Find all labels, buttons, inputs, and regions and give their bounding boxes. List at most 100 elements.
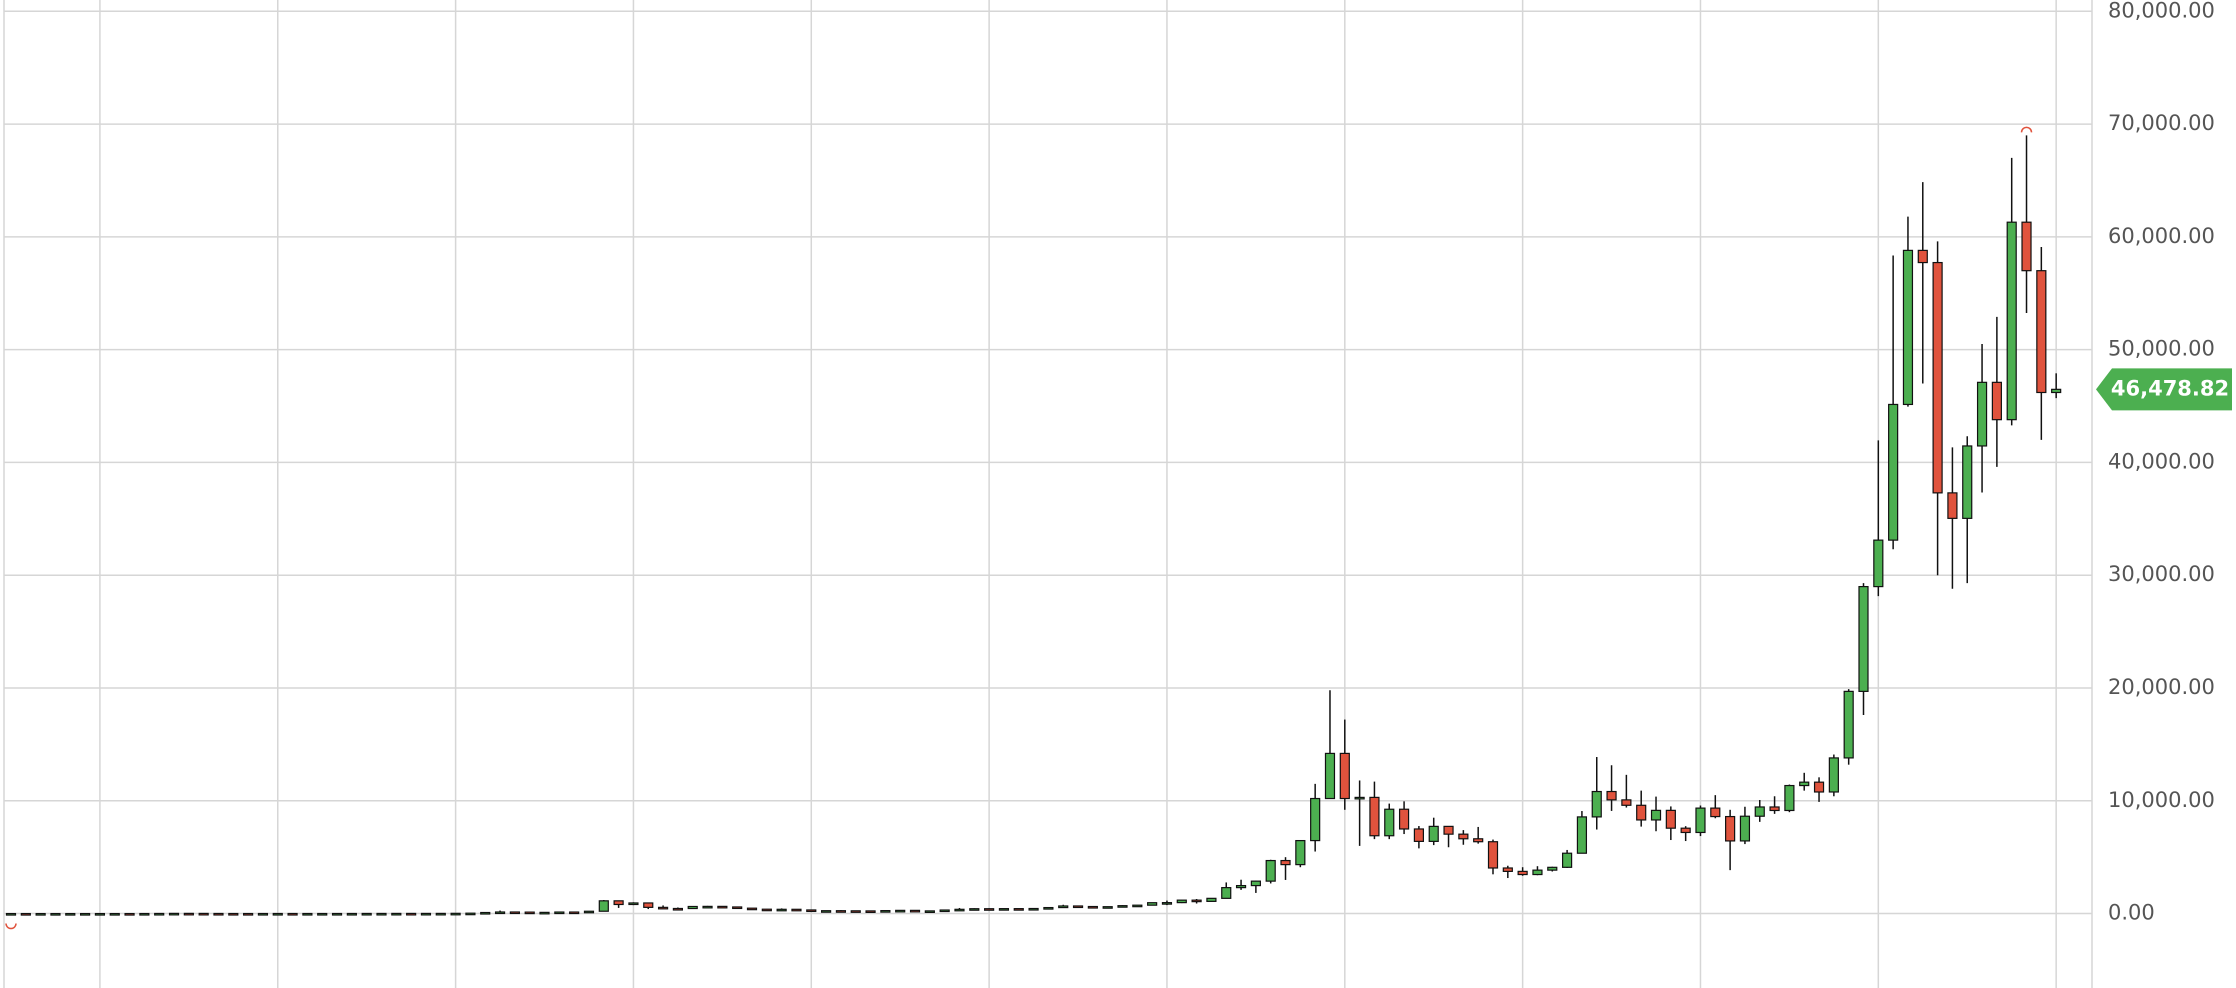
candle-body <box>1962 445 1973 519</box>
candle-body <box>1947 492 1958 519</box>
candle-body <box>1902 249 1914 406</box>
candle <box>480 911 491 915</box>
candle <box>79 912 91 916</box>
candle <box>1221 882 1232 899</box>
last-price-tag <box>2096 368 2232 411</box>
candle-body <box>806 909 817 913</box>
candle-body <box>2006 221 2017 421</box>
candle-body <box>287 912 298 916</box>
candle <box>1147 902 1158 906</box>
candle <box>1354 780 1365 846</box>
candle-body <box>569 911 580 915</box>
candle-body <box>1473 838 1484 843</box>
candle-body <box>2021 221 2032 272</box>
candle <box>420 912 432 916</box>
candle <box>1191 899 1202 904</box>
candle <box>257 912 269 916</box>
candle <box>1413 826 1425 849</box>
candle <box>1932 241 1943 576</box>
candle-body <box>1013 908 1024 911</box>
candle <box>835 910 847 913</box>
candle <box>1695 805 1706 837</box>
candle <box>1725 809 1736 871</box>
candle-body <box>1710 807 1721 818</box>
y-tick-label: 20,000.00 <box>2108 675 2215 699</box>
candle <box>1591 757 1602 830</box>
candle <box>1828 754 1839 797</box>
candle <box>2021 135 2032 313</box>
candle <box>465 912 476 916</box>
candle-body <box>969 908 980 911</box>
candle-body <box>1428 825 1439 842</box>
candle-body <box>776 908 787 912</box>
candle-body <box>361 912 372 916</box>
candle-body <box>272 912 283 916</box>
candle-body <box>1917 249 1928 264</box>
candle <box>243 912 254 916</box>
candle <box>391 912 402 916</box>
candle <box>776 908 787 912</box>
candle-body <box>154 912 165 916</box>
candle-body <box>1991 381 2002 421</box>
candle <box>1784 784 1795 813</box>
candle <box>183 912 194 916</box>
candle <box>124 912 135 916</box>
candle <box>1072 905 1084 909</box>
candle-body <box>317 912 328 916</box>
candle-body <box>1725 815 1736 842</box>
candle <box>1102 906 1113 909</box>
candle-body <box>1324 752 1336 800</box>
candle-body <box>109 912 120 916</box>
candle-body <box>835 910 847 913</box>
candle <box>1369 781 1380 840</box>
candle <box>1398 801 1410 835</box>
candle <box>672 907 684 911</box>
candle-body <box>50 912 61 916</box>
candle <box>1976 343 1988 493</box>
candle <box>1117 905 1128 908</box>
candle-body <box>1176 899 1187 904</box>
candle-body <box>628 902 639 906</box>
candle <box>1947 447 1958 589</box>
candle-body <box>1873 539 1884 588</box>
candle-body <box>1976 381 1988 447</box>
candle-body <box>198 912 209 916</box>
candle-body <box>687 905 698 910</box>
candle-body <box>302 912 313 916</box>
candle <box>154 912 165 916</box>
candle <box>1799 772 1810 791</box>
candle <box>494 910 506 915</box>
candle-body <box>613 900 624 906</box>
candle <box>302 912 313 916</box>
candle-body <box>939 909 950 913</box>
candle <box>1176 899 1187 904</box>
candle-body <box>79 912 91 916</box>
candle-body <box>1828 757 1839 793</box>
candle-body <box>924 910 935 913</box>
y-tick-label: 70,000.00 <box>2108 111 2215 135</box>
candle <box>1991 316 2002 467</box>
candle-body <box>1561 852 1573 868</box>
candle <box>1606 765 1617 811</box>
candle <box>850 910 861 913</box>
candle <box>643 902 654 910</box>
candle <box>2051 373 2062 399</box>
candle-body <box>1117 905 1128 908</box>
candle <box>628 902 639 906</box>
candle-body <box>5 912 17 916</box>
candle <box>1739 806 1751 845</box>
candle <box>1561 849 1573 868</box>
candle <box>1087 905 1098 909</box>
candle-body <box>1339 752 1350 800</box>
candle-body <box>1739 815 1751 842</box>
candle-body <box>1888 403 1899 541</box>
candle-body <box>243 912 254 916</box>
candle-body <box>1443 825 1454 835</box>
candle <box>1532 866 1543 876</box>
candle <box>924 910 935 913</box>
candle <box>228 912 239 916</box>
candle <box>1888 255 1899 550</box>
candle-body <box>895 909 906 913</box>
candle <box>1280 857 1291 880</box>
candle-body <box>480 911 491 915</box>
